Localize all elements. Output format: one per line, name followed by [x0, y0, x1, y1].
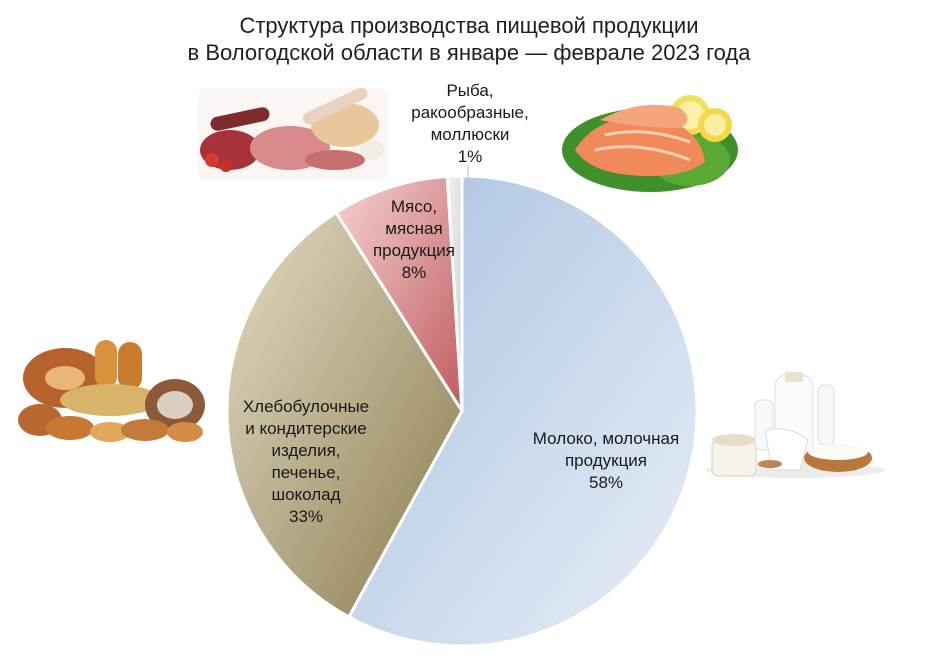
slice-label-line: Молоко, молочная — [533, 429, 679, 448]
slice-label-line: Рыба, — [446, 81, 493, 100]
slice-value-label: 1% — [458, 147, 483, 166]
chart-title-line2: в Вологодской области в январе — феврале… — [187, 40, 751, 65]
slice-label-line: печенье, — [272, 463, 341, 482]
slice-label: Мясо, мясная продукция 8% — [373, 197, 455, 282]
pie-slice — [445, 174, 464, 412]
dairy-image — [705, 372, 885, 478]
chart-title-line1: Структура производства пищевой продукции — [239, 13, 699, 38]
pie-slice — [346, 174, 699, 648]
slice-label-line: продукция — [565, 451, 647, 470]
pie-labels: Молоко, молочная продукция 58% Хлебобулочны… — [243, 81, 679, 526]
slice-label-line: мясная — [385, 219, 442, 238]
slice-label-line: Мясо, — [391, 197, 437, 216]
slice-label-line: продукция — [373, 241, 455, 260]
pie-slice — [334, 174, 464, 412]
pie-slices — [225, 174, 699, 648]
slice-label: Рыба, ракообразные, моллюски 1% — [411, 81, 528, 166]
fish-image — [562, 95, 738, 192]
meat-image — [198, 87, 388, 180]
slice-label: Хлебобулочные и кондитерские изделия, печен… — [243, 397, 369, 526]
slice-label-line: ракообразные, — [411, 103, 528, 122]
slice-label-line: изделия, — [271, 441, 340, 460]
slice-value-label: 8% — [402, 263, 427, 282]
slice-label-line: моллюски — [431, 125, 510, 144]
chart-title: Структура производства пищевой продукции… — [0, 12, 938, 66]
slice-label-line: Хлебобулочные — [243, 397, 369, 416]
bread-image — [18, 340, 205, 442]
slice-value-label: 58% — [589, 473, 623, 492]
slice-value-label: 33% — [289, 507, 323, 526]
slice-label-line: шоколад — [271, 485, 340, 504]
slice-label: Молоко, молочная продукция 58% — [533, 429, 679, 492]
slice-label-line: и кондитерские — [245, 419, 367, 438]
pie-slice — [225, 210, 464, 619]
